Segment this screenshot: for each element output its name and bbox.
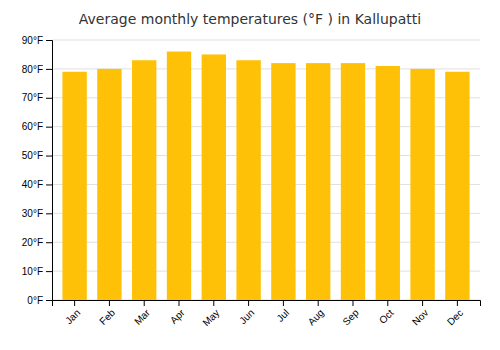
x-tick-mark [352, 300, 353, 306]
y-axis: 0°F 10°F 20°F 30°F 40°F 50°F 60°F 70°F 80°F 90°F [22, 35, 53, 306]
y-tick: 30°F [22, 208, 52, 219]
bar [132, 60, 156, 300]
y-tick-mark [46, 98, 52, 99]
bar [306, 63, 330, 300]
x-tick: Jul [274, 300, 291, 324]
y-tick: 0°F [27, 295, 52, 306]
y-tick-label: 20°F [22, 237, 43, 248]
x-tick-label: Apr [168, 307, 187, 326]
x-tick: Aug [306, 300, 326, 327]
bar [445, 72, 469, 300]
bar [271, 63, 295, 300]
x-tick-label: Oct [377, 307, 396, 326]
bar [410, 69, 434, 300]
x-axis-line [53, 301, 481, 307]
y-tick-label: 50°F [22, 150, 43, 161]
y-tick: 10°F [22, 266, 52, 277]
y-tick: 20°F [22, 237, 52, 248]
chart-title: Average monthly temperatures (°F ) in Ka… [79, 11, 421, 27]
y-tick-mark [46, 156, 52, 157]
x-tick-mark [318, 300, 319, 306]
y-tick-label: 30°F [22, 208, 43, 219]
bars [62, 52, 469, 300]
x-tick-label: Dec [445, 307, 465, 327]
bar [202, 54, 226, 300]
y-tick: 90°F [22, 35, 52, 46]
x-tick: Sep [340, 300, 361, 327]
y-tick: 70°F [22, 92, 52, 103]
y-tick: 80°F [22, 64, 52, 75]
x-tick-mark [144, 300, 145, 306]
x-tick: Mar [132, 300, 152, 327]
bar [62, 72, 86, 300]
y-tick-label: 60°F [22, 121, 43, 132]
y-tick-mark [46, 40, 52, 41]
x-tick: Oct [377, 300, 396, 326]
y-tick-label: 90°F [22, 35, 43, 46]
x-tick-label: Aug [306, 307, 326, 327]
y-tick-label: 70°F [22, 92, 43, 103]
y-tick-label: 0°F [27, 295, 43, 306]
y-axis-line [46, 41, 53, 301]
x-tick-label: Feb [97, 307, 117, 327]
x-axis: Jan Feb Mar Apr May Jun Jul Aug Sep Oct Nov Dec [53, 300, 481, 328]
y-tick-mark [46, 184, 52, 185]
y-tick: 40°F [22, 179, 52, 190]
x-tick-label: Jul [274, 307, 291, 324]
y-tick-mark [46, 69, 52, 70]
y-tick-mark [46, 300, 52, 301]
x-tick: Feb [97, 300, 117, 327]
y-tick-mark [46, 242, 52, 243]
x-tick-label: May [200, 307, 221, 328]
x-tick: Dec [445, 300, 465, 327]
y-tick-mark [46, 271, 52, 272]
chart-svg: Jan Feb Mar Apr May Jun Jul Aug Sep Oct Nov Dec 0°F 1… [0, 0, 500, 350]
y-tick-label: 10°F [22, 266, 43, 277]
grid [52, 40, 480, 300]
y-tick-mark [46, 127, 52, 128]
y-tick: 60°F [22, 121, 52, 132]
x-tick-mark [387, 300, 388, 306]
x-tick-mark [422, 300, 423, 306]
x-tick-mark [248, 300, 249, 306]
bar [236, 60, 260, 300]
bar [341, 63, 365, 300]
x-tick-label: Nov [410, 307, 430, 327]
x-tick: Nov [410, 300, 430, 327]
x-tick: Jun [237, 300, 256, 326]
chart-container: Jan Feb Mar Apr May Jun Jul Aug Sep Oct Nov Dec 0°F 1… [0, 0, 500, 350]
grid-line [52, 40, 480, 41]
bar [97, 69, 121, 300]
x-tick-mark [283, 300, 284, 306]
x-tick-label: Sep [340, 307, 361, 328]
x-tick: Jan [63, 300, 82, 326]
x-tick-mark [457, 300, 458, 306]
y-tick-label: 40°F [22, 179, 43, 190]
bar [167, 52, 191, 300]
y-tick: 50°F [22, 150, 52, 161]
y-tick-label: 80°F [22, 64, 43, 75]
x-tick-label: Jan [63, 307, 82, 326]
x-tick-mark [179, 300, 180, 306]
plot-area: Jan Feb Mar Apr May Jun Jul Aug Sep Oct Nov Dec 0°F 1… [22, 35, 481, 329]
x-tick: Apr [168, 300, 187, 326]
y-tick-mark [46, 213, 52, 214]
x-tick-label: Jun [237, 307, 256, 326]
x-tick-mark [74, 300, 75, 306]
x-tick-label: Mar [132, 307, 152, 327]
x-tick-mark [213, 300, 214, 306]
x-tick: May [200, 300, 221, 328]
bar [376, 66, 400, 300]
x-tick-mark [109, 300, 110, 306]
